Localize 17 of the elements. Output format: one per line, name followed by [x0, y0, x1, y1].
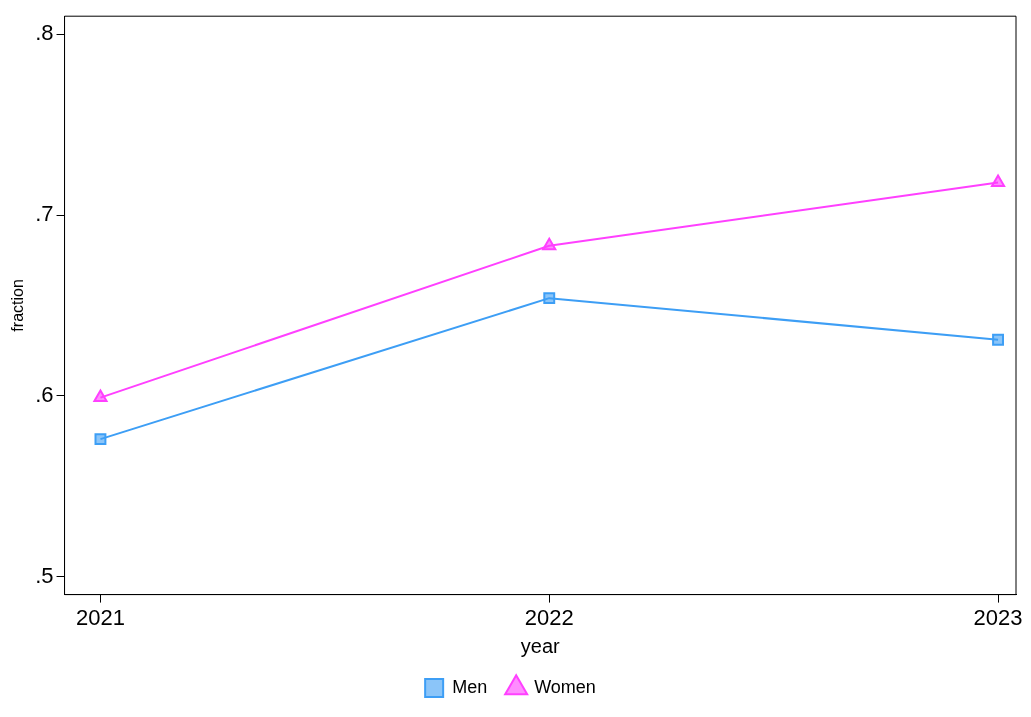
point: [992, 333, 1004, 346]
y-tick-label: .6: [35, 381, 54, 407]
x-tick-label: 2021: [75, 604, 125, 630]
legend-label: Women: [534, 676, 596, 697]
y-tick-label: .7: [35, 201, 54, 227]
point: [543, 292, 556, 305]
point: [990, 174, 1006, 187]
y-tick-label: .8: [35, 20, 54, 46]
point: [93, 389, 108, 403]
x-tick-label: 2023: [973, 604, 1023, 630]
legend-label: Men: [452, 676, 488, 697]
x-tick-label: 2022: [524, 604, 574, 630]
point: [542, 237, 557, 251]
y-tick-label: .5: [35, 562, 54, 588]
point: [94, 433, 107, 446]
y-axis-title: fraction: [9, 279, 27, 332]
x-axis-title: year: [520, 634, 561, 657]
